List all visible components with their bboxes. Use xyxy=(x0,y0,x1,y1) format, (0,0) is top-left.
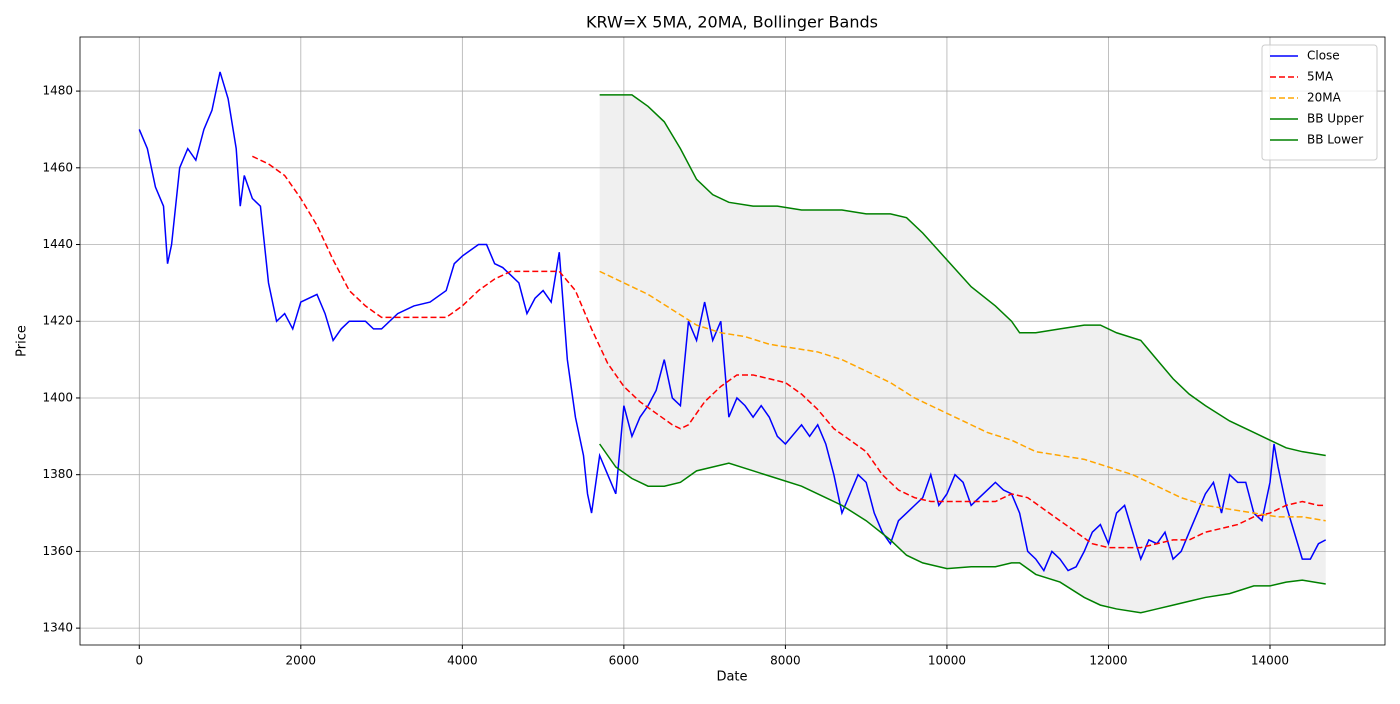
x-tick-label: 10000 xyxy=(928,654,966,668)
y-tick-label: 1360 xyxy=(42,544,73,558)
y-tick-label: 1440 xyxy=(42,237,73,251)
y-tick-label: 1380 xyxy=(42,467,73,481)
x-axis-label: Date xyxy=(716,670,747,685)
series-line xyxy=(599,270,1326,522)
band-fill xyxy=(599,94,1326,613)
legend-box xyxy=(1261,44,1378,161)
plot-frame xyxy=(79,36,1386,646)
legend-label: 20MA xyxy=(1307,91,1342,105)
y-tick-label: 1420 xyxy=(42,314,73,328)
x-tick-label: 2000 xyxy=(286,654,317,668)
series-line xyxy=(599,94,1326,457)
series-line xyxy=(252,155,1326,549)
y-axis-label: Price xyxy=(15,325,30,357)
y-tick-label: 1400 xyxy=(42,390,73,404)
chart-title: KRW=X 5MA, 20MA, Bollinger Bands xyxy=(586,13,878,32)
y-tick-label: 1460 xyxy=(42,160,73,174)
legend-label: 5MA xyxy=(1307,70,1334,84)
x-tick-label: 14000 xyxy=(1251,654,1289,668)
legend-label: BB Lower xyxy=(1307,133,1363,147)
y-tick-label: 1340 xyxy=(42,621,73,635)
x-tick-label: 4000 xyxy=(447,654,478,668)
x-tick-label: 0 xyxy=(135,654,143,668)
x-tick-label: 6000 xyxy=(609,654,640,668)
y-tick-label: 1480 xyxy=(42,84,73,98)
series-line xyxy=(599,443,1326,614)
legend-label: Close xyxy=(1307,49,1340,63)
legend-label: BB Upper xyxy=(1307,112,1364,126)
x-tick-label: 12000 xyxy=(1089,654,1127,668)
series-line xyxy=(138,71,1327,573)
x-tick-label: 8000 xyxy=(770,654,801,668)
